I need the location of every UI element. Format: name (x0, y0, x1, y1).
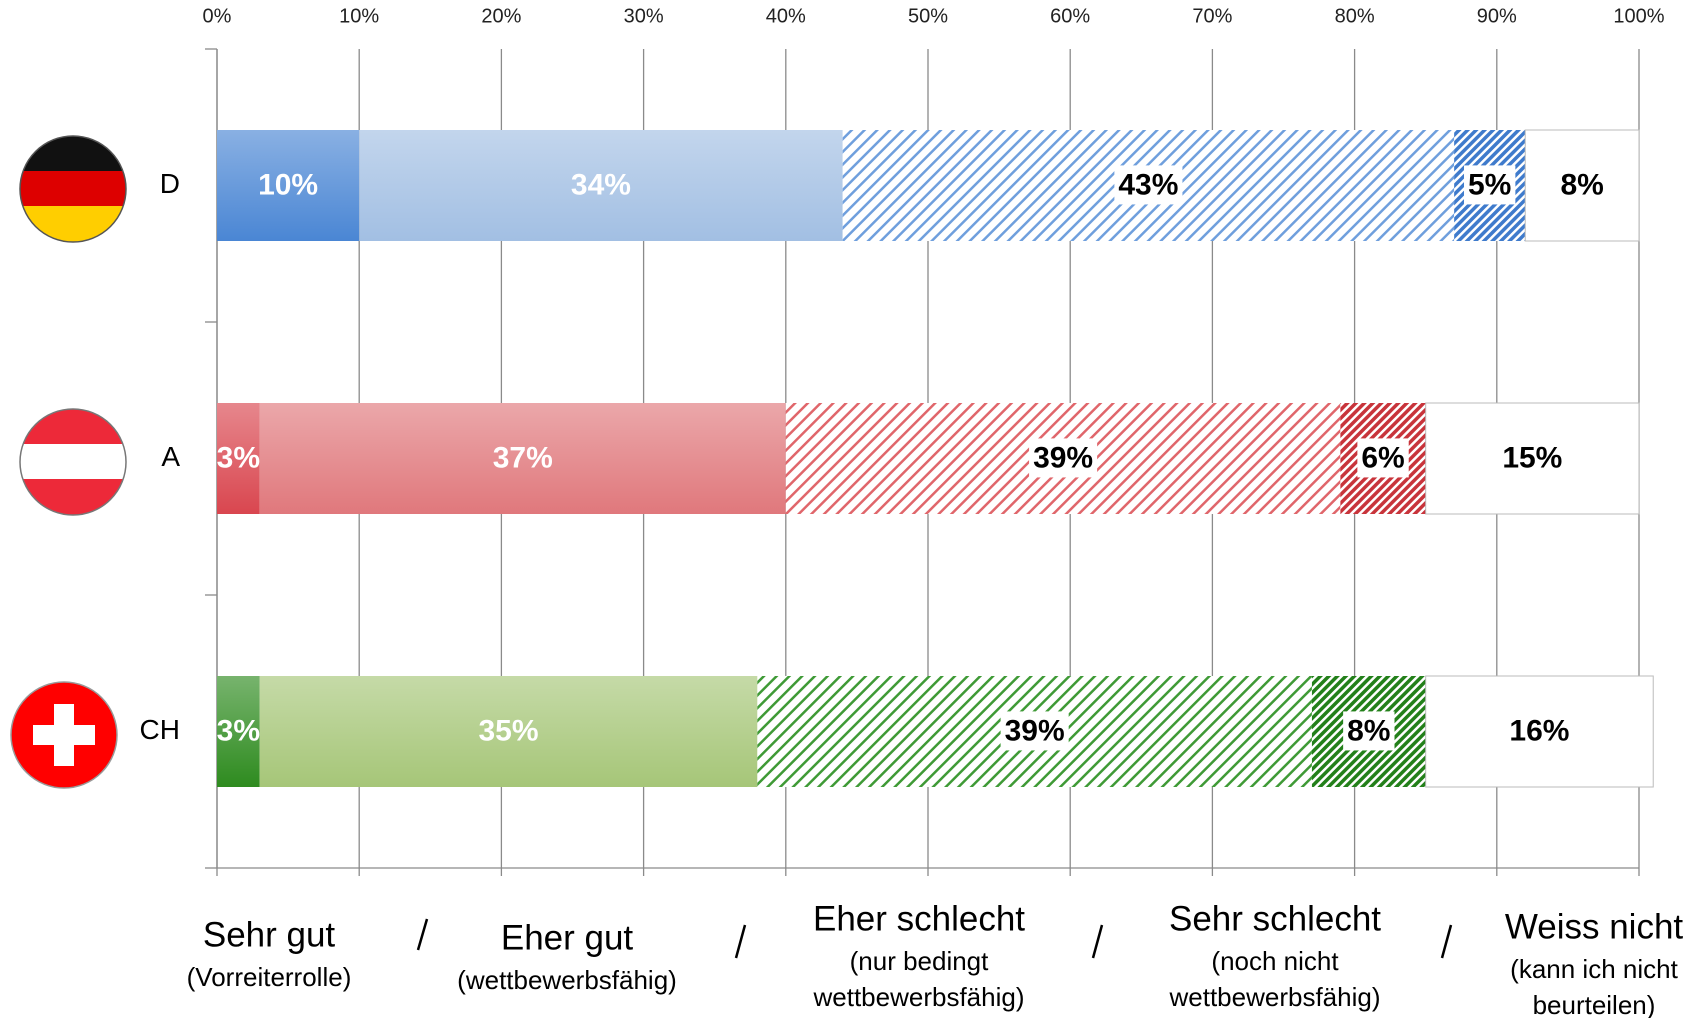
bar-segment (1425, 402, 1640, 515)
legend-label: Eher gut (501, 918, 634, 957)
value-label-group: 8% (1343, 711, 1395, 751)
category-label: A (161, 441, 180, 472)
category-label: CH (140, 714, 180, 745)
legend-label: Weiss nicht (1505, 907, 1684, 946)
x-tick-label: 30% (624, 5, 664, 27)
value-label: 15% (1502, 441, 1562, 474)
value-label-bg (1029, 438, 1098, 478)
value-label: 35% (478, 714, 538, 747)
bar-segment (1425, 675, 1654, 788)
legend-label: Sehr gut (203, 915, 336, 954)
legend-sublabel: wettbewerbsfähig) (1169, 982, 1381, 1012)
value-label-bg (1357, 438, 1409, 478)
category-label: D (160, 168, 180, 199)
flag-border (19, 135, 127, 243)
value-label: 6% (1361, 441, 1404, 474)
bar-shine (259, 403, 786, 514)
value-label-bg (1343, 711, 1395, 751)
legend-sublabel: (wettbewerbsfähig) (457, 965, 677, 995)
value-label-group: 37% (493, 441, 553, 474)
value-label-group: 35% (478, 714, 538, 747)
bar-segment (1524, 129, 1640, 242)
legend-label: Sehr schlecht (1169, 899, 1381, 938)
x-tick-label: 90% (1477, 5, 1517, 27)
bar-shine (217, 676, 260, 787)
legend-separators (416, 918, 1453, 959)
x-tick-label: 70% (1192, 5, 1232, 27)
legend-sublabel: wettbewerbsfähig) (813, 982, 1025, 1012)
value-label: 43% (1118, 168, 1178, 201)
value-label-group: 6% (1357, 438, 1409, 478)
legend-sublabel: (noch nicht (1211, 946, 1339, 976)
flag-border (19, 408, 127, 516)
value-label: 37% (493, 441, 553, 474)
flag-switzerland (10, 681, 118, 789)
value-label-group: 5% (1464, 165, 1516, 205)
value-label-group: 10% (258, 168, 318, 201)
value-label-group: 39% (1029, 438, 1098, 478)
value-label-bg (1464, 165, 1516, 205)
value-label-bg (1114, 165, 1183, 205)
value-label-group: 16% (1509, 714, 1569, 747)
value-label: 8% (1347, 714, 1390, 747)
x-tick-label: 100% (1613, 5, 1664, 27)
value-label-group: 15% (1502, 441, 1562, 474)
value-label: 39% (1033, 441, 1093, 474)
value-label: 34% (571, 168, 631, 201)
value-label-group: 39% (1000, 711, 1069, 751)
x-tick-label: 80% (1335, 5, 1375, 27)
x-tick-label: 40% (766, 5, 806, 27)
x-tick-label: 20% (481, 5, 521, 27)
value-label-group: 43% (1114, 165, 1183, 205)
value-label: 8% (1560, 168, 1603, 201)
value-label-group: 3% (217, 714, 260, 747)
value-label: 10% (258, 168, 318, 201)
value-label: 16% (1509, 714, 1569, 747)
x-tick-label: 0% (203, 5, 232, 27)
bar-shine (359, 130, 843, 241)
legend-sublabel: beurteilen) (1533, 990, 1656, 1018)
bar-shine (217, 403, 260, 514)
bar-shine (259, 676, 758, 787)
x-tick-label: 50% (908, 5, 948, 27)
legend-label: Eher schlecht (813, 899, 1025, 938)
value-label-group: 3% (217, 441, 260, 474)
value-label-group: 34% (571, 168, 631, 201)
legend-sublabel: (nur bedingt (850, 946, 990, 976)
value-label-group: 8% (1560, 168, 1603, 201)
x-tick-label: 60% (1050, 5, 1090, 27)
bar-shine (217, 130, 360, 241)
value-label-bg (1000, 711, 1069, 751)
value-label: 3% (217, 714, 260, 747)
value-label: 39% (1005, 714, 1065, 747)
legend-sublabel: (kann ich nicht (1510, 954, 1678, 984)
legend-sublabel: (Vorreiterrolle) (187, 962, 352, 992)
x-tick-label: 10% (339, 5, 379, 27)
value-label: 3% (217, 441, 260, 474)
value-label: 5% (1468, 168, 1511, 201)
